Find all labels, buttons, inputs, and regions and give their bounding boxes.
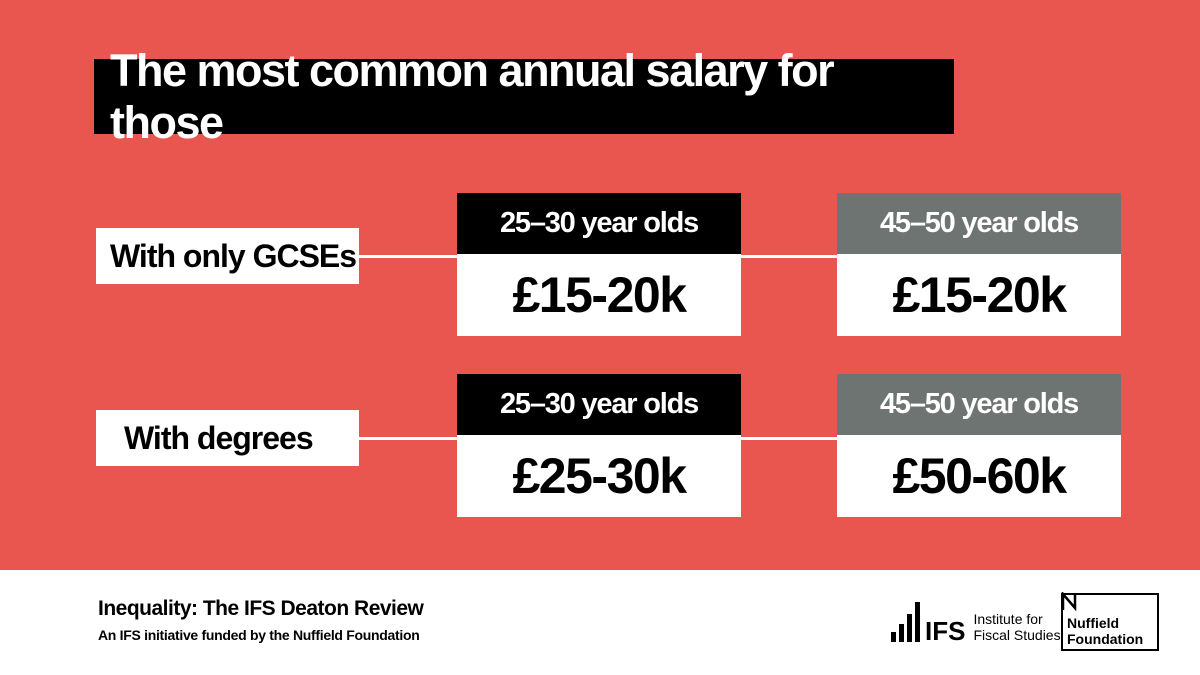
nuffield-n-icon: [1061, 592, 1077, 612]
ifs-name-line: Institute for: [973, 611, 1043, 627]
connector-line: [359, 437, 457, 440]
nuffield-name-line: Nuffield: [1067, 615, 1120, 631]
nuffield-logo: Nuffield Foundation: [1061, 592, 1159, 651]
nuffield-name: Nuffield Foundation: [1067, 615, 1143, 647]
infographic-panel: The most common annual salary for those …: [0, 0, 1200, 570]
ifs-name: Institute for Fiscal Studies: [973, 611, 1060, 643]
age-group-label: 25–30 year olds: [457, 374, 741, 435]
row-label-degrees: With degrees: [96, 410, 359, 466]
page-title: The most common annual salary for those: [94, 45, 954, 148]
salary-value: £15-20k: [457, 254, 741, 336]
footer-title: Inequality: The IFS Deaton Review: [98, 597, 424, 620]
salary-card-degree-25-30: 25–30 year olds £25-30k: [457, 374, 741, 517]
connector-line: [741, 437, 837, 440]
nuffield-name-line: Foundation: [1067, 631, 1144, 647]
ifs-logo: IFS Institute for Fiscal Studies: [891, 598, 1061, 646]
row-label-gcses: With only GCSEs: [96, 228, 359, 284]
ifs-wordmark: IFS: [925, 616, 966, 646]
age-group-label: 25–30 year olds: [457, 193, 741, 254]
connector-line: [741, 255, 837, 258]
footer-subtitle: An IFS initiative funded by the Nuffield…: [98, 627, 420, 643]
age-group-label: 45–50 year olds: [837, 193, 1121, 254]
salary-card-degree-45-50: 45–50 year olds £50-60k: [837, 374, 1121, 517]
salary-value: £25-30k: [457, 435, 741, 517]
salary-value: £50-60k: [837, 435, 1121, 517]
salary-card-gcse-45-50: 45–50 year olds £15-20k: [837, 193, 1121, 336]
connector-line: [359, 255, 457, 258]
age-group-label: 45–50 year olds: [837, 374, 1121, 435]
salary-card-gcse-25-30: 25–30 year olds £15-20k: [457, 193, 741, 336]
salary-value: £15-20k: [837, 254, 1121, 336]
ifs-bars-icon: [891, 602, 920, 642]
ifs-name-line: Fiscal Studies: [973, 627, 1061, 643]
